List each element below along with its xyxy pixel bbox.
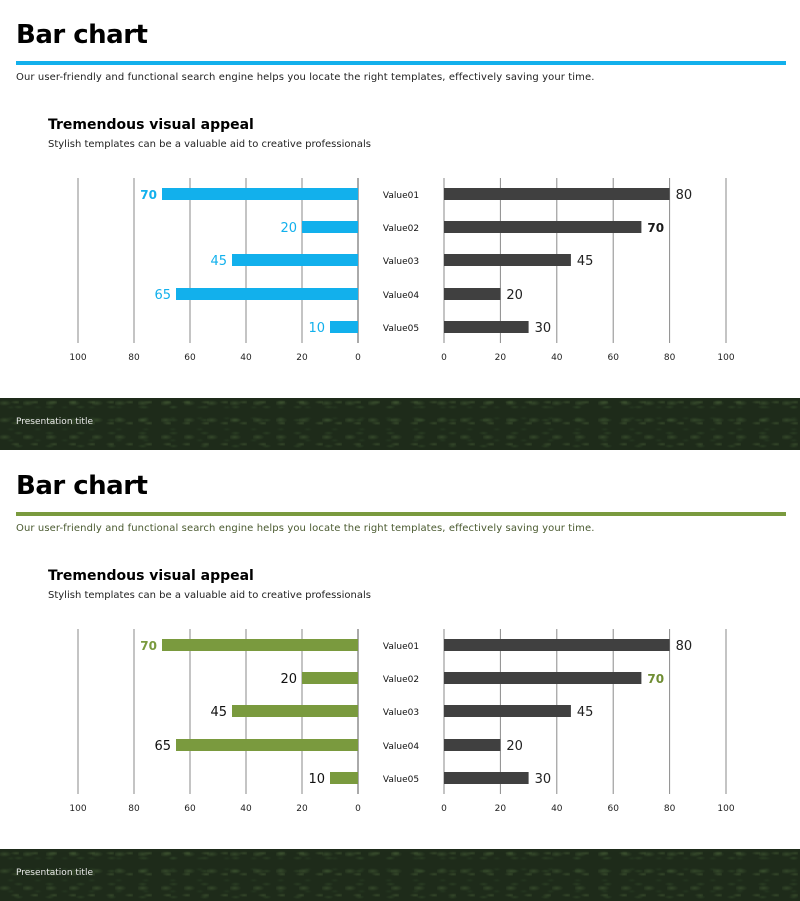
data-label-right: 30	[535, 772, 552, 787]
data-label-right: 45	[577, 705, 594, 720]
slide-green: Bar chart Our user-friendly and function…	[0, 451, 800, 901]
bar-left	[176, 288, 358, 300]
tick-label-right: 40	[551, 353, 563, 363]
category-label: Value04	[383, 742, 419, 752]
data-label-right: 20	[506, 288, 523, 303]
data-label-right: 70	[647, 672, 664, 686]
tick-label-left: 60	[184, 353, 196, 363]
title-rule	[16, 61, 786, 65]
bar-right	[444, 254, 571, 266]
tick-label-left: 100	[69, 804, 86, 814]
data-label-right: 80	[676, 639, 693, 654]
footer-title: Presentation title	[16, 417, 93, 427]
tick-label-left: 0	[355, 353, 361, 363]
bar-left	[330, 772, 358, 784]
bar-left	[162, 639, 358, 651]
slide-title: Bar chart	[16, 20, 148, 50]
bar-left	[302, 672, 358, 684]
tick-label-right: 40	[551, 804, 563, 814]
tick-label-right: 100	[717, 804, 734, 814]
data-label-right: 80	[676, 188, 693, 203]
bar-right	[444, 705, 571, 717]
bar-right	[444, 772, 529, 784]
category-label: Value05	[383, 775, 419, 785]
category-label: Value05	[383, 324, 419, 334]
tick-label-left: 60	[184, 804, 196, 814]
bar-left	[330, 321, 358, 333]
tick-label-left: 20	[296, 353, 308, 363]
tick-label-left: 20	[296, 804, 308, 814]
bar-left	[176, 739, 358, 751]
slide-blue: Bar chart Our user-friendly and function…	[0, 0, 800, 450]
tick-label-right: 60	[607, 353, 619, 363]
bar-right	[444, 639, 670, 651]
chart-heading: Tremendous visual appeal	[48, 117, 254, 133]
data-label-left: 20	[280, 672, 297, 687]
category-label: Value02	[383, 224, 419, 234]
bar-right	[444, 321, 529, 333]
tick-label-right: 80	[664, 804, 676, 814]
data-label-left: 10	[308, 772, 325, 787]
bar-left	[232, 705, 358, 717]
footer-title: Presentation title	[16, 868, 93, 878]
title-rule	[16, 512, 786, 516]
bar-right	[444, 221, 642, 233]
slide-subtitle: Our user-friendly and functional search …	[16, 72, 595, 83]
tick-label-right: 0	[441, 353, 447, 363]
tick-label-right: 100	[717, 353, 734, 363]
tick-label-left: 40	[240, 804, 252, 814]
category-label: Value02	[383, 675, 419, 685]
bar-chart: 100 80 60 40 20 0 0 20 40 60 80 100 70 Value01 80 20 Val…	[69, 629, 735, 814]
bar-right	[444, 288, 501, 300]
data-label-right: 30	[535, 321, 552, 336]
bar-right	[444, 739, 501, 751]
tick-label-right: 20	[495, 353, 507, 363]
data-label-left: 45	[210, 254, 227, 269]
category-label: Value04	[383, 291, 419, 301]
chart-subheading: Stylish templates can be a valuable aid …	[48, 590, 371, 601]
bar-left	[232, 254, 358, 266]
data-label-left: 65	[154, 739, 171, 754]
chart-heading: Tremendous visual appeal	[48, 568, 254, 584]
bar-left	[162, 188, 358, 200]
tick-label-right: 80	[664, 353, 676, 363]
tick-label-left: 80	[128, 353, 140, 363]
footer-band: Presentation title	[0, 849, 800, 901]
tick-label-left: 0	[355, 804, 361, 814]
data-label-left: 10	[308, 321, 325, 336]
data-label-left: 45	[210, 705, 227, 720]
category-label: Value03	[383, 257, 419, 267]
bar-left	[302, 221, 358, 233]
category-label: Value01	[383, 191, 419, 201]
data-label-left: 65	[154, 288, 171, 303]
data-label-left: 20	[280, 221, 297, 236]
tick-label-right: 0	[441, 804, 447, 814]
data-label-right: 70	[647, 221, 664, 235]
data-label-left: 70	[140, 188, 157, 202]
slide-title: Bar chart	[16, 471, 148, 501]
bar-right	[444, 188, 670, 200]
footer-band: Presentation title	[0, 398, 800, 450]
data-label-left: 70	[140, 639, 157, 653]
category-label: Value03	[383, 708, 419, 718]
tick-label-left: 100	[69, 353, 86, 363]
tick-label-left: 80	[128, 804, 140, 814]
bar-right	[444, 672, 642, 684]
chart-subheading: Stylish templates can be a valuable aid …	[48, 139, 371, 150]
data-label-right: 45	[577, 254, 594, 269]
data-label-right: 20	[506, 739, 523, 754]
bar-chart: 100 80 60 40 20 0 0 20 40 60 80 100 70 Value01 80 20 Val…	[69, 178, 735, 363]
tick-label-right: 60	[607, 804, 619, 814]
slide-subtitle: Our user-friendly and functional search …	[16, 523, 595, 534]
tick-label-right: 20	[495, 804, 507, 814]
tick-label-left: 40	[240, 353, 252, 363]
category-label: Value01	[383, 642, 419, 652]
